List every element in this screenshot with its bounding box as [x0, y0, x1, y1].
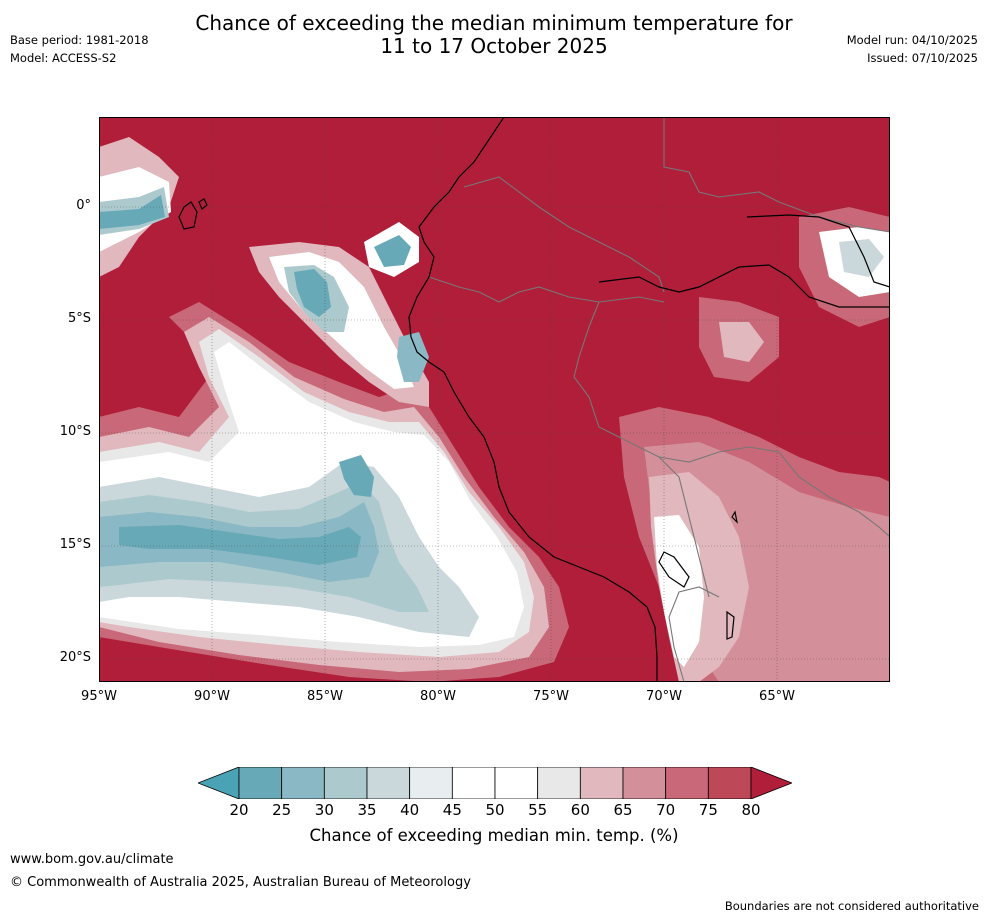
colorbar-tick-label: 25 — [272, 801, 292, 819]
base-period: Base period: 1981-2018 — [10, 33, 149, 47]
meta-right: Model run: 04/10/2025 Issued: 07/10/2025 — [847, 31, 978, 67]
map-graticule — [99, 117, 890, 682]
colorbar-segment — [409, 766, 453, 800]
ocean-cool-region — [99, 302, 569, 682]
model-name: Model: ACCESS-S2 — [10, 51, 117, 65]
forecast-map — [99, 117, 890, 682]
colorbar-tick-label: 55 — [528, 801, 548, 819]
colorbar-tick-label: 20 — [229, 801, 249, 819]
lon-label-75w: 75°W — [533, 689, 569, 704]
colorbar-tick-label: 35 — [357, 801, 377, 819]
lon-label-85w: 85°W — [307, 689, 343, 704]
colorbar-segment — [238, 766, 283, 800]
colorbar-segment — [665, 766, 709, 800]
footer-url: www.bom.gov.au/climate — [10, 852, 174, 867]
colorbar-tick-label: 75 — [698, 801, 718, 819]
colorbar-segment — [707, 766, 752, 800]
model-run: Model run: 04/10/2025 — [846, 33, 978, 47]
colorbar-tick-label: 30 — [314, 801, 334, 819]
colorbar-segment — [323, 766, 368, 800]
lon-label-65w: 65°W — [759, 689, 795, 704]
colorbar-tick-label: 50 — [485, 801, 505, 819]
inland-moderate-region — [619, 207, 890, 682]
colorbar-tick-label: 40 — [400, 801, 420, 819]
map-frame — [99, 117, 890, 682]
country-borders — [428, 117, 890, 682]
issued-date: Issued: 07/10/2025 — [867, 51, 978, 65]
central-cool-region — [249, 222, 429, 407]
colorbar-segment — [622, 766, 667, 800]
colorbar-segment — [579, 766, 624, 800]
lon-label-90w: 90°W — [194, 689, 230, 704]
title-line-1: Chance of exceeding the median minimum t… — [195, 11, 793, 35]
colorbar-segment — [366, 766, 411, 800]
colorbar-segment — [281, 766, 325, 800]
lon-label-95w: 95°W — [81, 689, 117, 704]
colorbar-label: Chance of exceeding median min. temp. (%… — [309, 826, 679, 845]
colorbar-tick-label: 45 — [442, 801, 462, 819]
lon-label-80w: 80°W — [420, 689, 456, 704]
lat-label-10s: 10°S — [59, 424, 91, 439]
map-canvas — [99, 117, 890, 682]
lat-label-0: 0° — [76, 198, 91, 213]
meta-left: Base period: 1981-2018 Model: ACCESS-S2 — [10, 31, 149, 67]
colorbar-extend-low — [196, 766, 240, 800]
colorbar-tick-label: 70 — [656, 801, 676, 819]
colorbar — [196, 766, 794, 800]
lat-label-15s: 15°S — [59, 537, 91, 552]
footer-disclaimer: Boundaries are not considered authoritat… — [724, 899, 979, 913]
lat-label-20s: 20°S — [59, 650, 91, 665]
colorbar-tick-label: 80 — [741, 801, 761, 819]
lat-label-5s: 5°S — [67, 311, 91, 326]
title-line-2: 11 to 17 October 2025 — [380, 34, 608, 58]
colorbar-segment — [451, 766, 496, 800]
colorbar-svg — [196, 766, 794, 800]
lon-label-70w: 70°W — [646, 689, 682, 704]
chart-title: Chance of exceeding the median minimum t… — [0, 12, 988, 58]
coastlines — [178, 117, 890, 682]
colorbar-segment — [537, 766, 581, 800]
footer-copyright: © Commonwealth of Australia 2025, Austra… — [10, 875, 471, 890]
colorbar-extend-high — [750, 766, 794, 800]
colorbar-segment — [494, 766, 539, 800]
colorbar-tick-label: 65 — [613, 801, 633, 819]
colorbar-tick-label: 60 — [570, 801, 590, 819]
